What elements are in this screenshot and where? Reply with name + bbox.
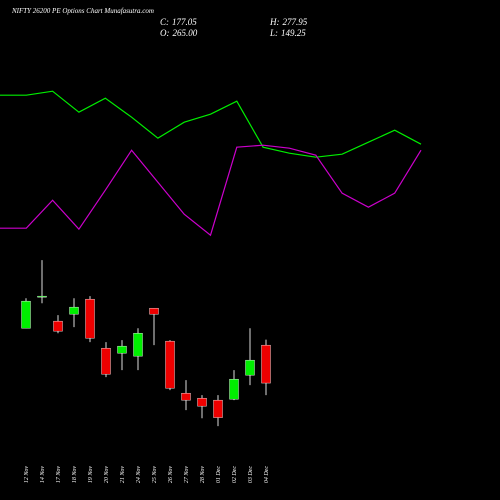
x-tick-label: 01 Dec [216,466,222,483]
x-tick-label: 27 Nov [184,466,190,484]
summary-label: H: [269,17,280,27]
x-tick-label: 14 Nov [39,466,46,484]
candle-body [101,347,111,375]
line-series [0,144,422,237]
candle-body [229,378,239,400]
candle-body [149,307,159,315]
candle-body [197,397,207,407]
candle-body [117,345,127,354]
x-tick-label: 24 Nov [135,466,142,484]
x-tick-label: 04 Dec [263,466,270,483]
summary-item: L: 149.25 [269,28,306,38]
x-tick-label: 02 Dec [232,466,238,483]
x-tick-label: 17 Nov [56,466,62,484]
candle-body [165,340,175,389]
summary-item: C: 177.05 [160,17,197,27]
candle-body [37,295,47,298]
candle-body [85,298,95,339]
summary-value: 277.95 [283,17,308,27]
candle-body [261,344,271,384]
candle-body [133,332,143,357]
chart-title: NIFTY 26200 PE Options Chart Munafasutra… [11,7,154,15]
candle-body [21,300,31,329]
summary-label: L: [269,28,278,38]
candle-body [213,399,223,418]
candle-body [53,320,63,332]
x-tick-label: 12 Nov [24,466,30,484]
x-tick-label: 18 Nov [72,466,78,484]
summary-label: C: [160,17,169,27]
x-tick-label: 03 Dec [248,466,254,483]
summary-value: 265.00 [173,28,198,38]
summary-label: O: [160,28,170,38]
x-tick-label: 21 Nov [120,466,126,484]
summary-value: 177.05 [172,17,197,27]
x-tick-label: 19 Nov [88,466,94,484]
candle-body [245,359,255,376]
x-tick-label: 26 Nov [168,466,174,484]
summary-item: H: 277.95 [269,17,308,27]
summary-value: 149.25 [281,28,306,38]
summary-item: O: 265.00 [160,28,198,38]
line-series [0,90,422,158]
x-tick-label: 20 Nov [104,466,110,484]
candle-body [181,392,191,401]
x-tick-label: 25 Nov [152,466,158,484]
candle-body [69,306,79,315]
x-tick-label: 28 Nov [200,466,206,484]
